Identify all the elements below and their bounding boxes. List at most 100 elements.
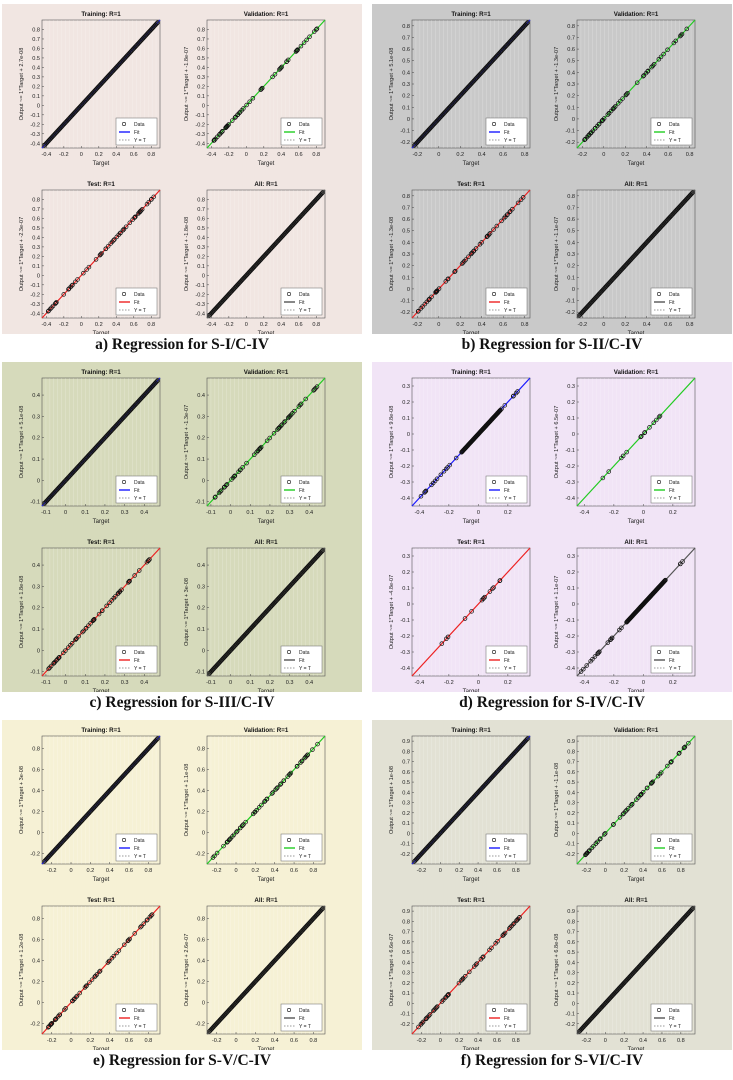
y-axis-label: Output ~= 1*Target + 6.6e-07 — [389, 934, 395, 1007]
y-tick-label: -0.1 — [195, 670, 205, 676]
data-point — [646, 596, 651, 601]
data-point — [501, 215, 507, 221]
data-point — [663, 577, 668, 583]
legend-yt-label: Y = T — [299, 308, 311, 314]
legend-fit-label: Fit — [134, 658, 140, 664]
legend-yt-label: Y = T — [669, 854, 681, 860]
y-tick-label: 0.2 — [567, 400, 575, 406]
panel-0: Training: R=1 -0.2 0 0.2 0.4 0.6 0.8 -0.2 0 0.2 0.… — [19, 727, 161, 883]
data-point — [138, 208, 144, 213]
y-tick-label: 0.1 — [402, 821, 410, 827]
x-tick-label: -0.4 — [415, 510, 425, 516]
x-axis-label: Target — [93, 689, 110, 692]
x-tick-label: -0.2 — [609, 510, 619, 516]
legend-data-label: Data — [134, 838, 145, 844]
data-point — [602, 832, 607, 837]
data-point — [676, 751, 682, 756]
y-tick-label: 0.1 — [402, 275, 410, 281]
y-tick-label: 0.5 — [402, 229, 410, 235]
data-point — [525, 20, 530, 25]
data-point — [139, 923, 144, 929]
y-tick-label: 0 — [572, 602, 575, 608]
data-point — [501, 931, 507, 937]
y-tick-label: 0.3 — [567, 252, 575, 258]
data-point — [507, 209, 512, 215]
legend-data-label: Data — [299, 650, 310, 656]
y-tick-label: 0.5 — [567, 780, 575, 786]
data-point — [301, 40, 307, 45]
panel-3: All: R=1 -0.4 -0.2 0 0.2 -0.4 -0.3 -0.2 -0.1 0 0.1… — [554, 539, 696, 692]
panel-title: Test: R=1 — [87, 539, 115, 546]
data-point — [689, 191, 695, 196]
panel-title: Validation: R=1 — [244, 727, 289, 734]
data-point — [132, 214, 138, 220]
data-point — [665, 47, 670, 53]
data-point — [282, 419, 288, 424]
y-tick-label: 0.8 — [567, 919, 575, 925]
data-point — [644, 785, 650, 791]
data-point — [218, 130, 224, 135]
data-point — [286, 414, 292, 420]
y-tick-label: 0.6 — [402, 217, 410, 223]
legend-yt-label: Y = T — [134, 308, 146, 314]
y-tick-label: 0.5 — [197, 56, 205, 62]
y-tick-label: 0.1 — [32, 627, 40, 633]
data-point — [69, 641, 75, 646]
x-tick-label: 0.8 — [145, 868, 153, 874]
y-tick-label: 0.6 — [567, 770, 575, 776]
data-point — [97, 968, 103, 974]
x-tick-label: 0.2 — [95, 152, 103, 158]
y-tick-label: 0 — [407, 602, 410, 608]
data-point — [689, 907, 695, 912]
y-tick-label: 0.2 — [32, 436, 40, 442]
data-point — [151, 194, 156, 200]
x-axis-label: Target — [463, 689, 480, 692]
x-tick-label: 0.2 — [455, 1038, 463, 1044]
legend-yt-label: Y = T — [134, 1024, 146, 1030]
panel-title: Training: R=1 — [81, 727, 121, 734]
data-point — [445, 276, 451, 281]
x-tick-label: 0.2 — [621, 322, 629, 328]
data-point — [418, 494, 424, 499]
data-point — [63, 1006, 68, 1011]
data-point — [147, 557, 152, 562]
data-point — [53, 300, 59, 306]
x-tick-label: 0.4 — [106, 868, 114, 874]
figure-background — [2, 362, 362, 692]
data-point — [443, 279, 449, 284]
data-point — [581, 666, 586, 672]
y-tick-label: 0.1 — [567, 105, 575, 111]
y-tick-label: 0.2 — [402, 811, 410, 817]
x-tick-label: 0.4 — [112, 322, 120, 328]
data-point — [66, 287, 71, 292]
y-tick-label: 0.4 — [197, 959, 205, 965]
x-tick-label: 0.8 — [312, 322, 320, 328]
panel-0: Training: R=1 -0.4 -0.2 0 0.2 -0.4 -0.3 -0.2 -0.… — [389, 369, 531, 525]
data-point — [127, 936, 132, 942]
data-point — [303, 396, 308, 402]
data-point — [517, 915, 522, 920]
x-tick-label: 0 — [604, 1038, 607, 1044]
data-point — [678, 32, 684, 38]
panel-title: Test: R=1 — [457, 181, 485, 188]
data-point — [126, 580, 131, 585]
x-tick-label: -0.4 — [42, 152, 52, 158]
data-point — [422, 301, 428, 307]
data-point — [223, 124, 229, 130]
x-axis-label: Target — [463, 161, 480, 167]
data-point — [647, 425, 652, 430]
data-point — [271, 431, 277, 436]
y-tick-label: 0.6 — [32, 938, 40, 944]
data-point — [148, 913, 154, 918]
data-point — [429, 482, 434, 488]
y-tick-label: 0.3 — [32, 245, 40, 251]
legend-yt-label: Y = T — [504, 666, 516, 672]
data-point — [487, 947, 492, 953]
data-point — [61, 292, 66, 297]
x-tick-label: 0 — [477, 510, 480, 516]
fit-line — [576, 377, 696, 507]
panel-2: Test: R=1 -0.2 0 0.2 0.4 0.6 0.8 -0.2 0 0.2 0.4 0.6… — [19, 897, 161, 1050]
legend-yt-label: Y = T — [504, 138, 516, 144]
x-tick-label: 0 — [69, 1038, 72, 1044]
data-point — [269, 791, 275, 796]
